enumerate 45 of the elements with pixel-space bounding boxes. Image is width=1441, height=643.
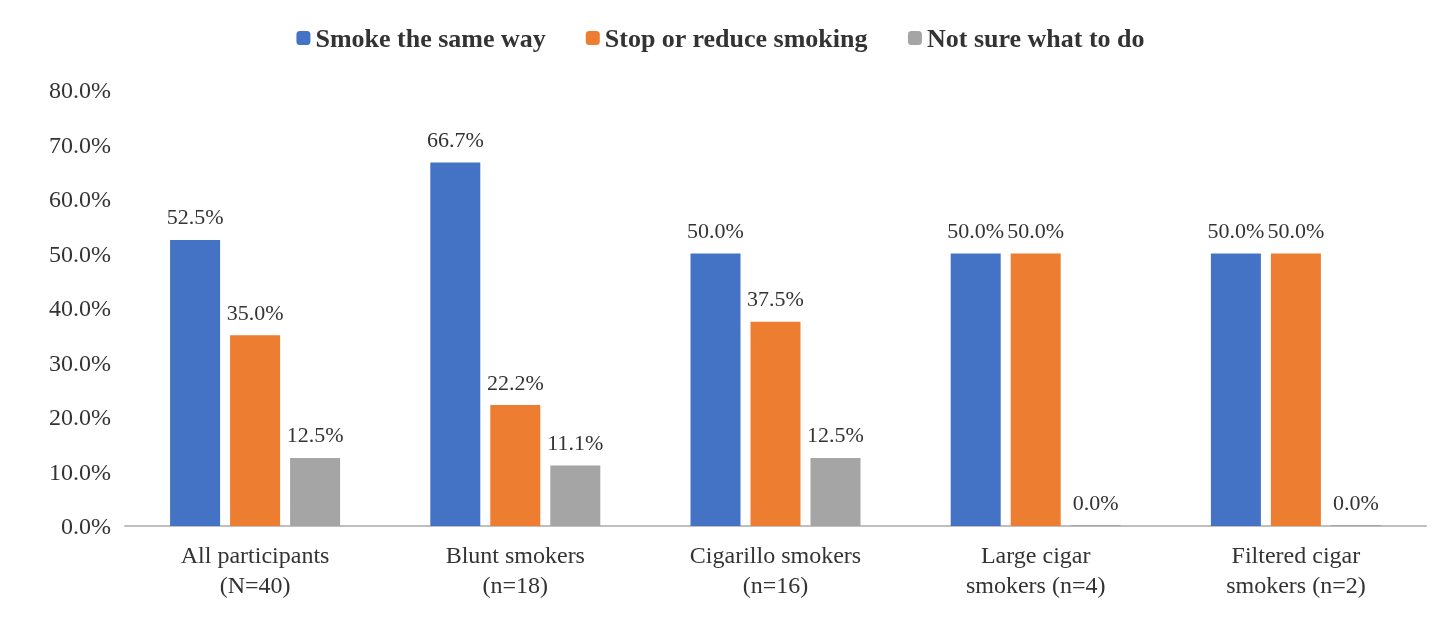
y-tick-label: 20.0% [49,404,111,430]
data-label: 35.0% [226,299,284,325]
data-label: 12.5% [286,422,344,448]
bar [230,335,281,526]
data-label: 52.5% [166,204,224,230]
x-tick-label: Filtered cigar smokers (n=2) [1226,542,1366,598]
data-label: 0.0% [1072,489,1119,515]
x-tick-label: Large cigar smokers (n=4) [965,542,1106,598]
y-tick-label: 50.0% [49,240,111,267]
data-label: 66.7% [426,126,484,152]
bar [1270,253,1321,526]
bar [950,253,1001,526]
y-tick-label: 10.0% [49,458,111,485]
legend-label: Not sure what to do [926,23,1145,53]
y-tick-label: 0.0% [61,513,111,539]
data-label: 50.0% [1007,218,1065,243]
x-tick-label: Blunt smokers (n=18) [445,542,585,598]
bar [1210,253,1261,526]
data-label: 0.0% [1332,489,1379,515]
legend-label: Smoke the same way [315,23,546,53]
data-label: 50.0% [1207,218,1265,243]
y-tick-label: 70.0% [49,131,111,158]
data-label: 50.0% [687,218,744,243]
data-label: 12.5% [807,422,864,448]
bar [810,457,861,526]
legend-label: Stop or reduce smoking [604,23,868,53]
data-label: 50.0% [947,218,1005,243]
x-tick-label: Cigarillo smokers (n=16) [689,542,862,598]
bar [490,405,541,526]
data-label: 37.5% [747,286,804,312]
bar [690,253,741,526]
y-tick-label: 30.0% [49,349,111,376]
bar [290,457,341,526]
y-tick-label: 40.0% [49,295,111,321]
bar [750,321,801,526]
data-label: 11.1% [547,430,604,456]
bar [430,162,481,526]
bar [1010,253,1061,526]
x-tick-label: All participants (N=40) [180,542,330,598]
data-label: 22.2% [486,369,544,395]
bar [170,239,221,526]
y-tick-label: 80.0% [49,77,111,103]
bar [550,465,601,526]
y-tick-label: 60.0% [49,186,111,212]
data-label: 50.0% [1267,218,1325,243]
